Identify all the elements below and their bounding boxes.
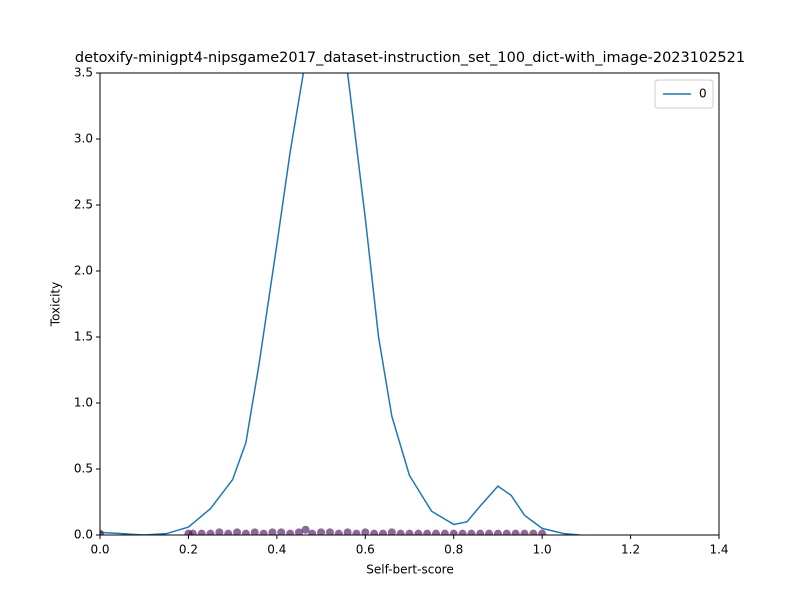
x-tick-label: 0.6 (356, 543, 375, 557)
scatter-point (277, 528, 286, 535)
scatter-point (197, 529, 206, 535)
chart-title: detoxify-minigpt4-nipsgame2017_dataset-i… (75, 50, 745, 66)
scatter-point (286, 529, 295, 535)
y-tick-label: 1.5 (74, 330, 93, 344)
scatter-point (370, 529, 379, 535)
scatter-point (100, 529, 104, 535)
scatter-point (294, 528, 303, 535)
scatter-point (378, 529, 387, 535)
kde-line (100, 73, 580, 535)
x-tick-label: 0.0 (90, 543, 109, 557)
scatter-point (241, 529, 250, 535)
scatter-point (233, 528, 242, 535)
x-tick-label: 0.2 (179, 543, 198, 557)
scatter-point (405, 529, 414, 535)
plot-area (100, 73, 580, 535)
scatter-point (188, 529, 197, 535)
y-tick-label: 1.0 (74, 396, 93, 410)
x-tick-label: 0.8 (444, 543, 463, 557)
y-tick-label: 3.5 (74, 66, 93, 80)
scatter-point (259, 529, 268, 535)
scatter-point (301, 525, 310, 534)
scatter-point (250, 528, 259, 535)
scatter-point (387, 528, 396, 535)
scatter-point (440, 529, 449, 535)
scatter-point (432, 529, 441, 535)
scatter-point (334, 529, 343, 535)
scatter-point (449, 529, 458, 535)
y-axis-label: Toxicity (49, 282, 63, 327)
scatter-point (423, 529, 432, 535)
scatter-point (476, 529, 485, 535)
scatter-point (352, 529, 361, 535)
x-axis-label: Self-bert-score (366, 563, 453, 577)
y-tick-label: 2.0 (74, 264, 93, 278)
y-tick-label: 0.5 (74, 462, 93, 476)
y-tick-label: 0.0 (74, 528, 93, 542)
y-tick-label: 3.0 (74, 132, 93, 146)
scatter-point (502, 529, 511, 535)
scatter-point (538, 529, 547, 535)
scatter-point (215, 528, 224, 535)
scatter-point (485, 529, 494, 535)
legend-label: 0 (699, 87, 707, 101)
scatter-point (343, 528, 352, 535)
scatter-point (520, 529, 529, 535)
x-tick-label: 1.2 (621, 543, 640, 557)
scatter-point (396, 529, 405, 535)
scatter-point (414, 529, 423, 535)
scatter-point (493, 529, 502, 535)
scatter-point (268, 528, 277, 535)
y-tick-label: 2.5 (74, 198, 93, 212)
axes-frame (99, 72, 720, 536)
scatter-point (511, 529, 520, 535)
scatter-point (361, 528, 370, 535)
scatter-point (317, 528, 326, 535)
scatter-point (325, 528, 334, 535)
scatter-point (224, 529, 233, 535)
scatter-point (529, 529, 538, 535)
x-tick-label: 1.4 (709, 543, 728, 557)
scatter-point (458, 529, 467, 535)
scatter-point (467, 529, 476, 535)
scatter-point (308, 529, 317, 535)
scatter-point (206, 529, 215, 535)
x-tick-label: 0.4 (267, 543, 286, 557)
x-tick-label: 1.0 (533, 543, 552, 557)
